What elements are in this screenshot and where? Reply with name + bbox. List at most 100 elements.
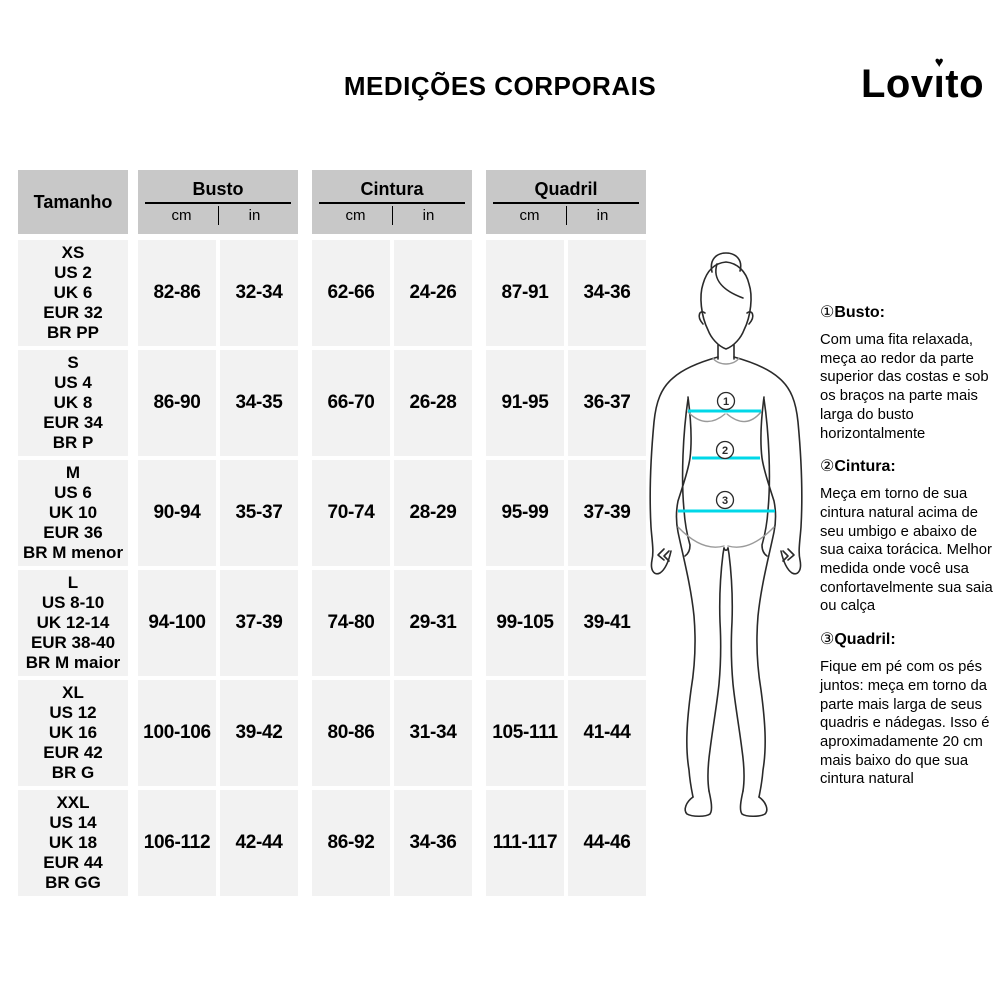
unit-in-label: in — [596, 207, 609, 224]
value-cell: 111-117 — [486, 790, 564, 896]
value-cell: 37-39 — [568, 460, 646, 566]
value-cell: 35-37 — [220, 460, 298, 566]
unit-divider — [565, 206, 567, 225]
collar-curve — [712, 357, 740, 365]
instruction-text: Com uma fita relaxada, meça ao redor da … — [820, 332, 989, 442]
size-label: L US 8-10 UK 12-14 EUR 38-40 BR M maior — [18, 570, 128, 676]
column-header-tamanho: Tamanho — [18, 170, 128, 234]
value-cell: 44-46 — [568, 790, 646, 896]
value-cell: 99-105 — [486, 570, 564, 676]
body-detail-lines — [677, 357, 775, 548]
unit-divider — [391, 206, 393, 225]
value-cell: 82-86 — [138, 240, 216, 346]
units-row: cm in — [494, 206, 639, 225]
table-row-s: S US 4 UK 8 EUR 34 BR P 86-90 34-35 66-7… — [18, 350, 646, 456]
size-label: XL US 12 UK 16 EUR 42 BR G — [18, 680, 128, 786]
value-cell: 105-111 — [486, 680, 564, 786]
marker-1-circle — [716, 391, 736, 411]
column-header-quadril: Quadril cm in — [486, 170, 646, 234]
instruction-title: Quadril: — [834, 631, 896, 649]
marker-2-label: 2 — [722, 445, 728, 457]
size-table: Tamanho Busto cm in Cintura cm in — [18, 170, 646, 900]
value-cell: 62-66 — [312, 240, 390, 346]
value-cell: 39-41 — [568, 570, 646, 676]
value-cell: 100-106 — [138, 680, 216, 786]
size-label: S US 4 UK 8 EUR 34 BR P — [18, 350, 128, 456]
crotch-curve — [723, 547, 729, 552]
bikini-curves — [677, 526, 775, 548]
units-row: cm in — [320, 206, 465, 225]
left-hand-fingers — [657, 548, 670, 562]
neck-lines — [717, 344, 735, 360]
table-row-xxl: XXL US 14 UK 18 EUR 44 BR GG 106-112 42-… — [18, 790, 646, 896]
value-cell: 31-34 — [394, 680, 472, 786]
value-cell: 90-94 — [138, 460, 216, 566]
table-row-l: L US 8-10 UK 12-14 EUR 38-40 BR M maior … — [18, 570, 646, 676]
right-leg-inner — [727, 547, 745, 792]
value-cell: 32-34 — [220, 240, 298, 346]
unit-cm-label: cm — [171, 207, 192, 224]
value-cell: 34-36 — [394, 790, 472, 896]
right-arm — [733, 356, 803, 575]
marker-3-circle — [715, 490, 735, 510]
value-cell: 42-44 — [220, 790, 298, 896]
unit-cm-label: cm — [345, 207, 366, 224]
value-cell: 106-112 — [138, 790, 216, 896]
value-cell: 24-26 — [394, 240, 472, 346]
units-row: cm in — [146, 206, 291, 225]
value-cell: 41-44 — [568, 680, 646, 786]
value-cell: 39-42 — [220, 680, 298, 786]
instruction-cintura: ②Cintura: Meça em torno de sua cintura n… — [820, 456, 998, 616]
torso-left-leg-outer — [675, 396, 696, 798]
value-cell: 34-35 — [220, 350, 298, 456]
torso-right-leg-outer — [756, 396, 777, 798]
left-leg-inner — [707, 547, 725, 792]
left-inner-arm — [681, 398, 691, 557]
bust-curves — [687, 411, 762, 423]
table-row-m: M US 6 UK 10 EUR 36 BR M menor 90-94 35-… — [18, 460, 646, 566]
value-cell: 66-70 — [312, 350, 390, 456]
body-figure-svg: 1 2 3 — [649, 252, 803, 818]
table-header-row: Tamanho Busto cm in Cintura cm in — [18, 170, 646, 234]
size-label: XS US 2 UK 6 EUR 32 BR PP — [18, 240, 128, 346]
instruction-heading: ③Quadril: — [820, 629, 998, 649]
value-cell: 74-80 — [312, 570, 390, 676]
group-label: Cintura — [360, 179, 424, 199]
head-outline — [700, 261, 752, 350]
unit-in-label: in — [248, 207, 261, 224]
unit-cm-label: cm — [519, 207, 540, 224]
circled-number-3: ③ — [820, 631, 835, 649]
size-label: M US 6 UK 10 EUR 36 BR M menor — [18, 460, 128, 566]
value-cell: 28-29 — [394, 460, 472, 566]
brand-logo: Lovı ♥ to — [860, 54, 984, 106]
page-title: MEDIÇÕES CORPORAIS — [343, 71, 657, 101]
value-cell: 34-36 — [568, 240, 646, 346]
left-ear — [698, 311, 706, 325]
group-label: Quadril — [534, 179, 598, 199]
value-cell: 80-86 — [312, 680, 390, 786]
circled-number-1: ① — [820, 304, 835, 321]
column-header-busto: Busto cm in — [138, 170, 298, 234]
value-cell: 95-99 — [486, 460, 564, 566]
instruction-title: Cintura: — [834, 458, 896, 476]
value-cell: 87-91 — [486, 240, 564, 346]
marker-1-label: 1 — [723, 396, 729, 408]
body-measurement-diagram: 1 2 3 — [638, 238, 818, 818]
right-inner-arm — [761, 398, 771, 557]
value-cell: 36-37 — [568, 350, 646, 456]
instruction-title: Busto: — [834, 304, 885, 321]
value-cell: 94-100 — [138, 570, 216, 676]
left-foot — [684, 790, 713, 818]
header-rule — [319, 202, 465, 204]
unit-divider — [217, 206, 219, 225]
measuring-instructions: ①Busto: Com uma fita relaxada, meça ao r… — [820, 302, 998, 802]
instruction-text: Meça em torno de sua cintura natural aci… — [820, 486, 993, 615]
body-outline — [649, 252, 803, 818]
unit-in-label: in — [422, 207, 435, 224]
right-foot — [739, 790, 768, 818]
hair-bun — [710, 252, 742, 273]
group-label: Busto — [192, 179, 244, 199]
instruction-text: Fique em pé com os pés juntos: meça em t… — [820, 659, 990, 788]
column-header-cintura: Cintura cm in — [312, 170, 472, 234]
